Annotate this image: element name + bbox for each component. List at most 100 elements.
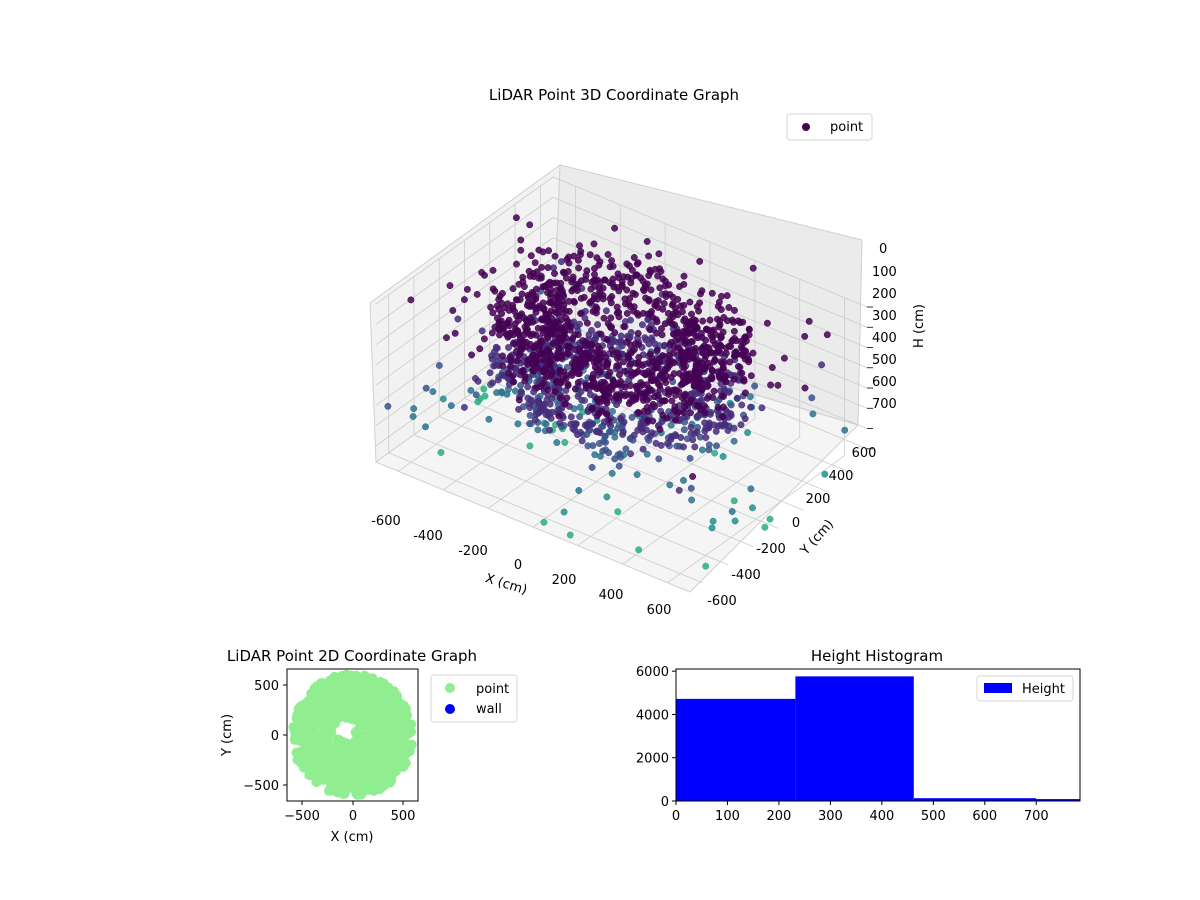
point-3d <box>741 389 749 397</box>
point-3d <box>725 342 733 350</box>
point-3d <box>607 324 615 332</box>
point-2d <box>345 711 356 722</box>
point-3d <box>574 359 582 367</box>
point-3d <box>499 362 507 370</box>
point-3d <box>647 286 655 294</box>
point-3d <box>610 283 618 291</box>
point-3d <box>686 454 694 462</box>
point-3d <box>702 434 710 441</box>
point-3d <box>590 358 598 366</box>
point-3d <box>629 397 637 405</box>
point-3d <box>534 426 542 434</box>
point-3d <box>576 320 583 328</box>
point-2d <box>319 698 330 708</box>
x-tick-hist: 600 <box>972 809 997 824</box>
point-3d <box>542 364 550 372</box>
point-3d <box>628 372 636 380</box>
point-3d <box>546 360 554 368</box>
point-3d <box>688 496 696 504</box>
point-3d <box>454 315 462 323</box>
z-tick: 500 <box>872 353 897 368</box>
point-3d <box>713 442 720 450</box>
point-3d <box>749 264 757 272</box>
point-2d <box>340 766 350 777</box>
point-3d <box>512 214 520 222</box>
point-2d <box>310 768 321 779</box>
z-tick: 200 <box>872 287 897 302</box>
point-3d <box>666 341 674 349</box>
point-2d <box>323 709 334 720</box>
point-3d <box>473 290 481 298</box>
point-3d <box>653 318 661 326</box>
point-3d <box>489 379 496 387</box>
y-axis-label-2d: Y (cm) <box>220 714 235 757</box>
point-3d <box>705 424 713 432</box>
point-3d <box>649 417 657 425</box>
point-3d <box>738 401 746 409</box>
point-3d <box>587 346 595 354</box>
x-tick: -200 <box>458 544 488 559</box>
point-3d <box>472 375 479 382</box>
point-3d <box>524 383 532 391</box>
point-3d <box>542 420 550 428</box>
histogram-title: Height Histogram <box>811 647 943 665</box>
point-3d <box>656 284 664 292</box>
point-3d <box>545 319 553 327</box>
point-2d <box>343 697 354 708</box>
point-2d <box>338 789 349 799</box>
point-3d <box>718 292 725 300</box>
point-3d <box>560 328 568 335</box>
point-3d <box>708 289 716 297</box>
point-3d <box>679 360 687 368</box>
point-3d <box>626 333 634 341</box>
point-3d <box>709 394 717 401</box>
point-3d <box>685 321 693 329</box>
point-3d <box>749 504 756 512</box>
point-3d <box>841 426 849 434</box>
point-3d <box>528 366 536 374</box>
point-3d <box>603 493 611 501</box>
point-3d <box>552 378 560 386</box>
legend-label-point: point <box>830 120 863 135</box>
point-3d <box>651 340 659 348</box>
point-3d <box>639 428 647 436</box>
point-3d <box>652 361 660 369</box>
point-3d <box>511 387 519 395</box>
point-3d <box>730 327 738 335</box>
point-3d <box>410 405 418 413</box>
point-3d <box>488 329 496 337</box>
point-3d <box>766 515 774 523</box>
point-3d <box>736 363 744 371</box>
point-3d <box>544 289 551 297</box>
point-3d <box>608 257 616 265</box>
point-3d <box>581 342 589 350</box>
z-tick: 700 <box>872 397 897 412</box>
point-3d <box>474 398 482 406</box>
point-2d <box>354 689 365 700</box>
point-3d <box>527 252 535 260</box>
point-3d <box>664 439 672 447</box>
y-tick: 400 <box>829 469 854 484</box>
point-3d <box>654 272 662 280</box>
point-3d <box>531 416 539 424</box>
point-3d <box>553 439 561 446</box>
point-3d <box>472 391 480 399</box>
point-3d <box>569 425 577 433</box>
point-3d <box>599 295 607 303</box>
point-3d <box>801 332 809 340</box>
point-3d <box>655 250 663 258</box>
point-3d <box>706 316 714 324</box>
point-3d <box>666 388 673 396</box>
histogram-bar <box>1036 799 1080 801</box>
point-3d <box>635 353 643 361</box>
point-3d <box>592 335 599 343</box>
point-3d <box>480 335 488 343</box>
point-2d <box>330 754 341 765</box>
point-3d <box>582 384 590 392</box>
point-3d <box>460 296 468 304</box>
point-2d <box>325 741 335 752</box>
point-3d <box>649 400 657 408</box>
point-3d <box>731 517 739 525</box>
point-3d <box>559 309 567 317</box>
point-3d <box>823 331 831 339</box>
